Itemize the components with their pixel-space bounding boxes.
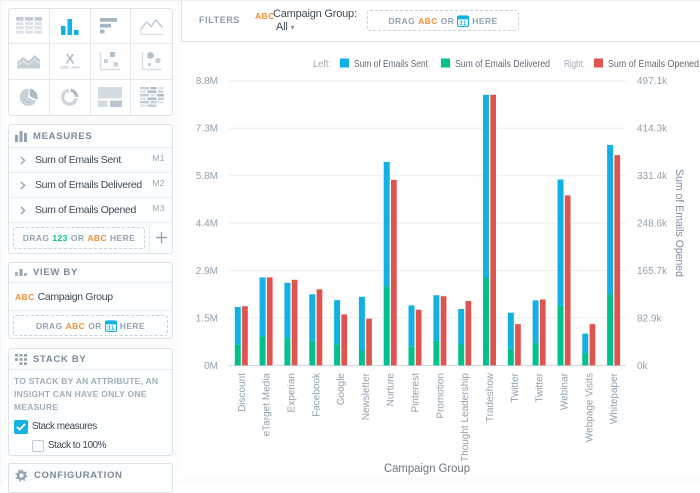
svg-text:Promotion: Promotion (435, 373, 446, 419)
svg-text:0M: 0M (204, 361, 218, 372)
svg-text:Webpage Visits: Webpage Visits (584, 373, 595, 442)
svg-text:Campaign Group: Campaign Group (384, 463, 470, 475)
svg-text:Google: Google (336, 373, 347, 406)
svg-text:Sum of Emails Sent: Sum of Emails Sent (354, 58, 428, 70)
svg-text:1.5M: 1.5M (196, 313, 218, 324)
svg-text:331.4k: 331.4k (637, 171, 668, 182)
svg-text:8.8M: 8.8M (196, 76, 218, 87)
svg-text:7.3M: 7.3M (196, 124, 218, 135)
svg-text:Discount: Discount (237, 373, 248, 412)
svg-text:X: X (65, 52, 74, 67)
svg-text:Nurture: Nurture (386, 373, 397, 407)
svg-text:165.7k: 165.7k (637, 266, 668, 277)
svg-text:414.3k: 414.3k (637, 124, 668, 135)
svg-text:Newsletter: Newsletter (361, 372, 372, 420)
svg-text:31: 31 (107, 326, 115, 332)
svg-text:82.9k: 82.9k (637, 313, 662, 324)
svg-text:Twitter: Twitter (535, 372, 546, 402)
svg-text:Pinterest: Pinterest (411, 373, 422, 413)
svg-text:Right:: Right: (564, 58, 585, 70)
svg-text:Twitter: Twitter (510, 372, 521, 402)
svg-text:Sum of Emails Delivered: Sum of Emails Delivered (455, 58, 550, 70)
svg-text:Thought Leadership: Thought Leadership (460, 373, 471, 462)
svg-text:Sum of Emails Opened: Sum of Emails Opened (608, 58, 699, 70)
svg-text:Webinar: Webinar (560, 372, 571, 410)
svg-text:eTarget Media: eTarget Media (262, 373, 273, 437)
svg-text:Experian: Experian (286, 373, 297, 412)
svg-text:Sum of Emails Opened: Sum of Emails Opened (673, 169, 685, 277)
svg-text:4.4M: 4.4M (196, 219, 218, 230)
svg-text:0k: 0k (637, 361, 649, 372)
svg-text:248.6k: 248.6k (637, 219, 668, 230)
svg-text:Tradeshow: Tradeshow (485, 372, 496, 422)
svg-text:2.9M: 2.9M (196, 266, 218, 277)
svg-text:497.1k: 497.1k (637, 76, 668, 87)
svg-text:Facebook: Facebook (311, 372, 322, 417)
svg-text:31: 31 (460, 21, 468, 27)
svg-text:Whitepaper: Whitepaper (609, 372, 620, 424)
svg-text:Left:: Left: (313, 58, 331, 70)
svg-text:5.8M: 5.8M (196, 171, 218, 182)
